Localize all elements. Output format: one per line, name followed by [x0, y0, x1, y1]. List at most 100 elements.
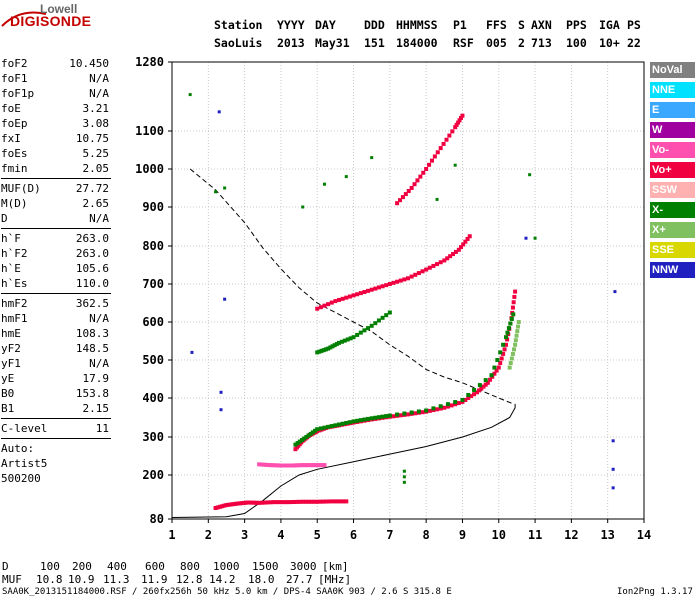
echo-point — [351, 293, 356, 298]
echo-point — [447, 133, 452, 138]
legend-item: Vo- — [650, 142, 695, 158]
echo-point — [337, 340, 342, 345]
param-value: N/A — [89, 357, 109, 370]
d-label: D — [2, 560, 9, 573]
header-col-value: 151 — [364, 36, 385, 50]
header-col-label: HHMMSS — [396, 18, 438, 32]
echo-point — [474, 390, 479, 395]
echo-point — [293, 442, 298, 447]
param-label: h`Es — [1, 277, 28, 290]
echo-point — [463, 239, 468, 244]
echo-point — [321, 499, 326, 504]
header-col-label: S — [518, 18, 525, 32]
param-label: C-level — [1, 422, 48, 435]
auto-line: 500200 — [1, 472, 41, 485]
echo-point — [301, 205, 305, 209]
echo-point — [263, 462, 268, 467]
echo-point — [498, 361, 503, 366]
echo-point — [387, 310, 392, 315]
echo-point — [235, 501, 240, 506]
echo-point — [358, 291, 363, 296]
echo-point — [337, 422, 342, 427]
muf-value: 18.0 — [248, 573, 275, 586]
legend-item: E — [650, 102, 695, 118]
echo-point — [509, 356, 514, 361]
echo-point — [262, 500, 267, 505]
echo-point — [453, 400, 458, 405]
echo-point — [450, 129, 455, 134]
echo-point — [510, 305, 515, 310]
echo-point — [315, 306, 320, 311]
echo-point — [323, 347, 328, 352]
echo-point — [281, 463, 286, 468]
echo-point — [285, 463, 290, 468]
echo-point — [395, 201, 400, 206]
echo-point — [338, 499, 343, 504]
header-station-label: Station — [214, 18, 263, 32]
echo-point — [289, 463, 294, 468]
legend-item: NNW — [650, 262, 695, 278]
echo-point — [402, 277, 407, 282]
echo-point — [329, 424, 334, 429]
echo-point — [270, 463, 275, 468]
echo-point — [344, 499, 349, 504]
echo-point — [483, 382, 488, 387]
param-value: 2.65 — [82, 197, 110, 210]
echo-point — [466, 396, 471, 400]
echo-point — [509, 316, 514, 321]
digisonde-logo: Lowell DIGISONDE — [0, 0, 120, 40]
echo-point — [272, 463, 277, 468]
echo-point — [355, 292, 360, 297]
header-col-label: AXN — [531, 18, 552, 32]
echo-point — [380, 414, 385, 419]
echo-point — [230, 502, 235, 507]
echo-point — [321, 348, 326, 353]
param-label: h`F2 — [1, 247, 28, 260]
header-station-value: SaoLuis — [214, 36, 263, 50]
y-tick-label: 1000 — [135, 162, 164, 176]
echo-point — [466, 392, 471, 397]
echo-point — [190, 350, 194, 354]
x-tick-label: 9 — [459, 528, 466, 542]
echo-point — [213, 506, 218, 510]
echo-point — [217, 110, 221, 114]
param-label: B1 — [1, 402, 15, 415]
header-col-value: 10+ — [599, 36, 620, 50]
header-col-value: 2 — [518, 36, 525, 50]
echo-point — [215, 505, 220, 510]
echo-point — [305, 463, 310, 468]
x-tick-label: 14 — [637, 528, 651, 542]
param-value: 11 — [95, 422, 109, 435]
echo-point — [313, 463, 318, 468]
echo-point — [424, 167, 429, 171]
echo-point — [265, 462, 270, 467]
echo-point — [413, 411, 418, 416]
echo-point — [514, 333, 519, 338]
param-label: B0 — [1, 387, 15, 400]
auto-line: Artist5 — [1, 457, 48, 470]
parameter-panel: foF2 10.450 foF1 N/A foF1p N/A foE 3.21 foEp 3.08… — [1, 56, 113, 486]
echo-point — [274, 500, 279, 505]
echo-point — [344, 295, 349, 300]
d-value: 100 — [40, 560, 60, 573]
echo-point — [432, 154, 437, 159]
echo-point — [456, 120, 461, 125]
echo-point — [435, 150, 440, 155]
echo-point — [268, 463, 273, 468]
echo-point — [511, 300, 516, 305]
echo-point — [257, 462, 262, 467]
param-row: B0 153.8 — [1, 386, 113, 401]
param-row: M(D) 2.65 — [1, 196, 113, 211]
echo-point — [315, 499, 320, 504]
echo-point — [214, 190, 218, 194]
param-row: yF2 148.5 — [1, 341, 113, 356]
echo-point — [376, 318, 381, 323]
echo-point — [457, 118, 462, 123]
param-value: 148.5 — [75, 342, 109, 355]
muf-value: 14.2 — [209, 573, 236, 586]
echo-point — [449, 403, 454, 408]
legend-item: X+ — [650, 222, 695, 238]
echo-point — [442, 405, 447, 410]
echo-point — [300, 463, 305, 468]
echo-point — [445, 404, 450, 409]
